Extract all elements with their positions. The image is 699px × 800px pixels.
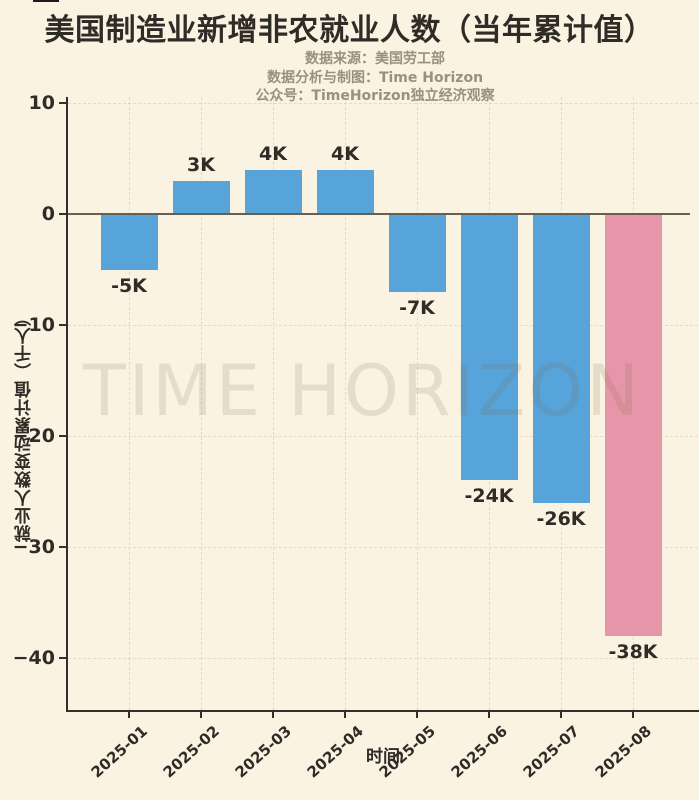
bar-2025-05 (388, 214, 446, 292)
x-tick-2025-06 (488, 710, 490, 718)
v-gridline (416, 97, 418, 710)
subtitle-wechat-account: 公众号：TimeHorizon独立经济观察 (255, 88, 495, 104)
bar-label-2025-04: 4K (331, 142, 359, 165)
v-gridline (272, 97, 274, 710)
y-axis-spine (66, 97, 68, 712)
y-tick-label--30: −30 (12, 536, 55, 558)
h-gridline (68, 546, 698, 548)
y-tick-label-10: 10 (28, 92, 55, 114)
x-axis-title: 时间 (366, 747, 400, 767)
h-gridline (68, 657, 698, 659)
y-tick--40 (59, 657, 67, 659)
bar-2025-06 (460, 214, 518, 481)
x-tick-2025-02 (200, 710, 202, 718)
y-tick-label-0: 0 (41, 203, 55, 225)
bar-2025-08 (604, 214, 662, 636)
x-tick-2025-04 (344, 710, 346, 718)
y-tick-label--40: −40 (12, 647, 55, 669)
bar-2025-04 (316, 169, 374, 214)
y-tick--20 (59, 435, 67, 437)
v-gridline (128, 97, 130, 710)
v-gridline (344, 97, 346, 710)
x-tick-2025-07 (560, 710, 562, 718)
bar-2025-03 (244, 169, 302, 214)
bar-label-2025-05: -7K (399, 296, 435, 319)
y-tick--30 (59, 546, 67, 548)
bar-label-2025-01: -5K (111, 274, 147, 297)
h-gridline (68, 102, 698, 104)
x-tick-2025-08 (632, 710, 634, 718)
subtitle-data-source: 数据来源：美国劳工部 (305, 51, 445, 67)
y-tick-label--20: −20 (12, 425, 55, 447)
x-tick-2025-05 (416, 710, 418, 718)
y-tick--10 (59, 324, 67, 326)
zero-baseline (68, 213, 690, 215)
cropped-text-artifact (33, 0, 59, 2)
bar-label-2025-07: -26K (536, 507, 586, 530)
x-axis-spine (66, 710, 699, 712)
y-tick-10 (59, 102, 67, 104)
bar-label-2025-06: -24K (464, 485, 514, 508)
h-gridline (68, 324, 698, 326)
bar-2025-02 (172, 180, 230, 214)
h-gridline (68, 435, 698, 437)
bar-2025-01 (100, 214, 158, 270)
bar-label-2025-08: -38K (608, 640, 658, 663)
x-tick-2025-03 (272, 710, 274, 718)
v-gridline (200, 97, 202, 710)
chart-title: 美国制造业新增非农就业人数（当年累计值） (44, 13, 655, 48)
bar-2025-07 (532, 214, 590, 503)
y-tick-label--10: −10 (12, 314, 55, 336)
bar-label-2025-02: 3K (187, 153, 215, 176)
subtitle-author: 数据分析与制图：Time Horizon (266, 70, 484, 86)
bar-label-2025-03: 4K (259, 142, 287, 165)
y-tick-0 (59, 213, 67, 215)
x-tick-2025-01 (128, 710, 130, 718)
